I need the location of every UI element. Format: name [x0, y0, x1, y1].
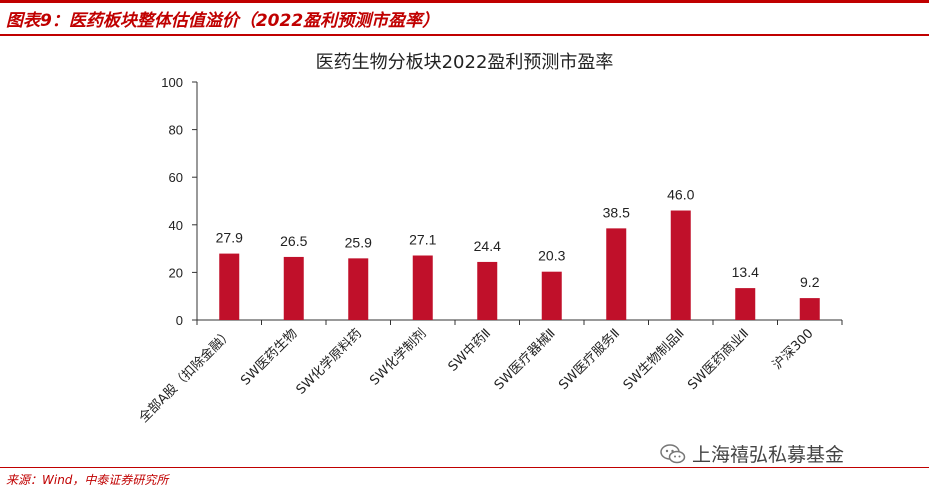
wechat-icon [660, 443, 686, 463]
x-tick-label: SW化学制剂 [367, 326, 430, 389]
footer-rule [0, 467, 929, 468]
x-tick-label: SW医疗器械Ⅱ [492, 326, 559, 393]
watermark: 上海禧弘私募基金 [660, 440, 844, 467]
x-tick-label: SW化学原料药 [293, 326, 365, 398]
header-rule [0, 34, 929, 36]
data-label: 13.4 [732, 264, 759, 280]
data-label: 9.2 [800, 274, 820, 290]
data-label: 24.4 [474, 238, 501, 254]
data-label: 38.5 [603, 204, 630, 220]
data-label: 46.0 [667, 187, 694, 203]
x-tick-label: 全部A股（扣除金融） [136, 326, 236, 426]
bar [541, 271, 562, 320]
x-tick-label: SW生物制品Ⅱ [621, 326, 688, 393]
bar [799, 298, 820, 320]
y-tick-label: 80 [169, 123, 183, 138]
bar [670, 210, 691, 320]
x-tick-label: SW医疗服务Ⅱ [556, 326, 624, 394]
y-tick-label: 100 [161, 75, 183, 90]
watermark-text: 上海禧弘私募基金 [692, 444, 845, 466]
data-label: 27.9 [216, 230, 243, 246]
x-tick-label: SW医药生物 [238, 326, 300, 388]
data-label: 27.1 [409, 232, 436, 248]
figure-header: 图表9：医药板块整体估值溢价（2022盈利预测市盈率） [6, 11, 440, 31]
x-tick-label: 沪深300 [769, 326, 816, 373]
bar [477, 261, 498, 320]
bar [219, 253, 240, 320]
x-tick-label: SW医药商业Ⅱ [685, 326, 752, 393]
y-tick-label: 60 [169, 170, 183, 185]
source-note: 来源：Wind，中泰证券研究所 [6, 473, 169, 487]
y-tick-label: 0 [176, 313, 183, 328]
data-label: 20.3 [538, 248, 565, 264]
x-tick-label: SW中药Ⅱ [446, 326, 494, 374]
bar [606, 228, 627, 320]
bar [348, 258, 369, 320]
chart-title: 医药生物分板块2022盈利预测市盈率 [315, 52, 614, 73]
y-tick-label: 20 [169, 265, 183, 280]
y-tick-label: 40 [169, 218, 183, 233]
data-label: 26.5 [280, 233, 307, 249]
bar [412, 255, 433, 320]
bar [735, 288, 756, 320]
data-label: 25.9 [345, 234, 372, 250]
bar [283, 256, 304, 320]
top-rule [0, 0, 929, 3]
